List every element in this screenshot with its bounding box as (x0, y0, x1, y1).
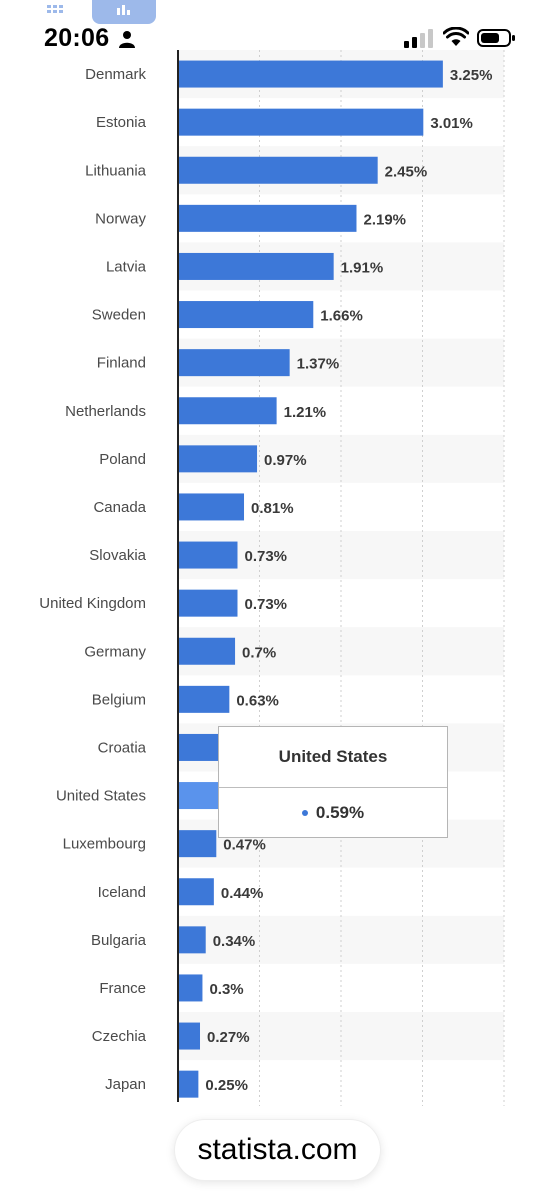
value-label: 0.47% (223, 837, 266, 854)
value-label: 0.44% (221, 885, 264, 902)
bar-chart: Denmark Estonia Lithuania Norway Latvia Swede… (39, 50, 505, 1106)
bar-estonia[interactable] (178, 108, 424, 136)
category-label: Latvia (106, 258, 147, 275)
category-label: Finland (97, 355, 146, 372)
category-label: Netherlands (65, 403, 146, 420)
bar-canada[interactable] (178, 493, 245, 521)
cellular-signal-icon (404, 29, 433, 48)
person-icon (119, 31, 135, 48)
value-label: 0.63% (236, 692, 279, 709)
bar-germany[interactable] (178, 637, 236, 665)
battery-icon (477, 29, 515, 47)
series-dot-icon (301, 810, 308, 816)
category-label: Denmark (85, 66, 146, 83)
category-label: Estonia (96, 114, 147, 131)
tooltip-title: United States (219, 727, 447, 788)
bar-slovakia[interactable] (178, 541, 238, 569)
category-label: Croatia (98, 739, 147, 756)
bar-france[interactable] (178, 974, 203, 1002)
tab-table-view[interactable] (16, 0, 94, 24)
bar-netherlands[interactable] (178, 397, 277, 425)
bar-bulgaria[interactable] (178, 926, 206, 954)
bar-chart-icon (116, 2, 132, 20)
view-switcher (0, 0, 554, 28)
category-label: United Kingdom (39, 595, 146, 612)
status-bar: 20:06 (0, 22, 554, 56)
category-label: Sweden (92, 307, 146, 324)
bar-croatia[interactable] (178, 733, 226, 761)
bar-belgium[interactable] (178, 685, 230, 713)
bar-japan[interactable] (178, 1070, 199, 1098)
category-label: Bulgaria (91, 932, 147, 949)
value-label: 0.3% (209, 981, 243, 998)
category-label: France (99, 980, 146, 997)
category-label: Norway (95, 210, 146, 227)
category-label: United States (56, 788, 146, 805)
category-label: Czechia (92, 1028, 147, 1045)
category-label: Lithuania (85, 162, 147, 179)
status-time: 20:06 (44, 24, 110, 52)
value-label: 1.66% (320, 308, 363, 325)
category-label: Slovakia (89, 547, 146, 564)
chart-tooltip: United States 0.59% (218, 726, 448, 838)
bar-latvia[interactable] (178, 252, 334, 280)
bar-iceland[interactable] (178, 878, 214, 906)
category-label: Poland (99, 451, 146, 468)
value-label: 0.97% (264, 452, 307, 469)
bar-poland[interactable] (178, 445, 258, 473)
bar-denmark[interactable] (178, 60, 443, 88)
bar-czechia[interactable] (178, 1022, 201, 1050)
value-label: 1.91% (341, 259, 384, 276)
site-url: statista.com (197, 1133, 358, 1166)
value-label: 1.21% (284, 404, 327, 421)
value-label: 0.27% (207, 1029, 250, 1046)
category-label: Iceland (98, 884, 146, 901)
value-label: 3.01% (430, 115, 473, 132)
value-label: 0.81% (251, 500, 294, 517)
grid-icon (47, 2, 63, 20)
tab-chart-view[interactable] (92, 0, 156, 24)
value-label: 3.25% (450, 67, 493, 84)
site-url-pill[interactable]: statista.com (175, 1120, 380, 1180)
category-label: Japan (105, 1076, 146, 1093)
category-label: Canada (93, 499, 146, 516)
value-label: 0.34% (213, 933, 256, 950)
wifi-icon (443, 27, 469, 46)
bar-luxembourg[interactable] (178, 830, 217, 858)
bar-united-kingdom[interactable] (178, 589, 238, 617)
bar-lithuania[interactable] (178, 156, 378, 184)
bar-norway[interactable] (178, 204, 357, 232)
tooltip-value-row: 0.59% (219, 789, 447, 837)
bar-sweden[interactable] (178, 301, 314, 329)
value-label: 0.73% (244, 548, 287, 565)
value-label: 0.25% (205, 1077, 248, 1094)
category-label: Germany (84, 643, 146, 660)
value-label: 0.7% (242, 644, 276, 661)
category-label: Belgium (92, 691, 146, 708)
value-label: 2.19% (363, 211, 406, 228)
bar-finland[interactable] (178, 349, 290, 377)
value-label: 2.45% (385, 163, 428, 180)
category-label: Luxembourg (63, 836, 146, 853)
value-label: 0.73% (244, 596, 287, 613)
value-label: 1.37% (297, 356, 340, 373)
tooltip-value: 0.59% (315, 803, 365, 822)
